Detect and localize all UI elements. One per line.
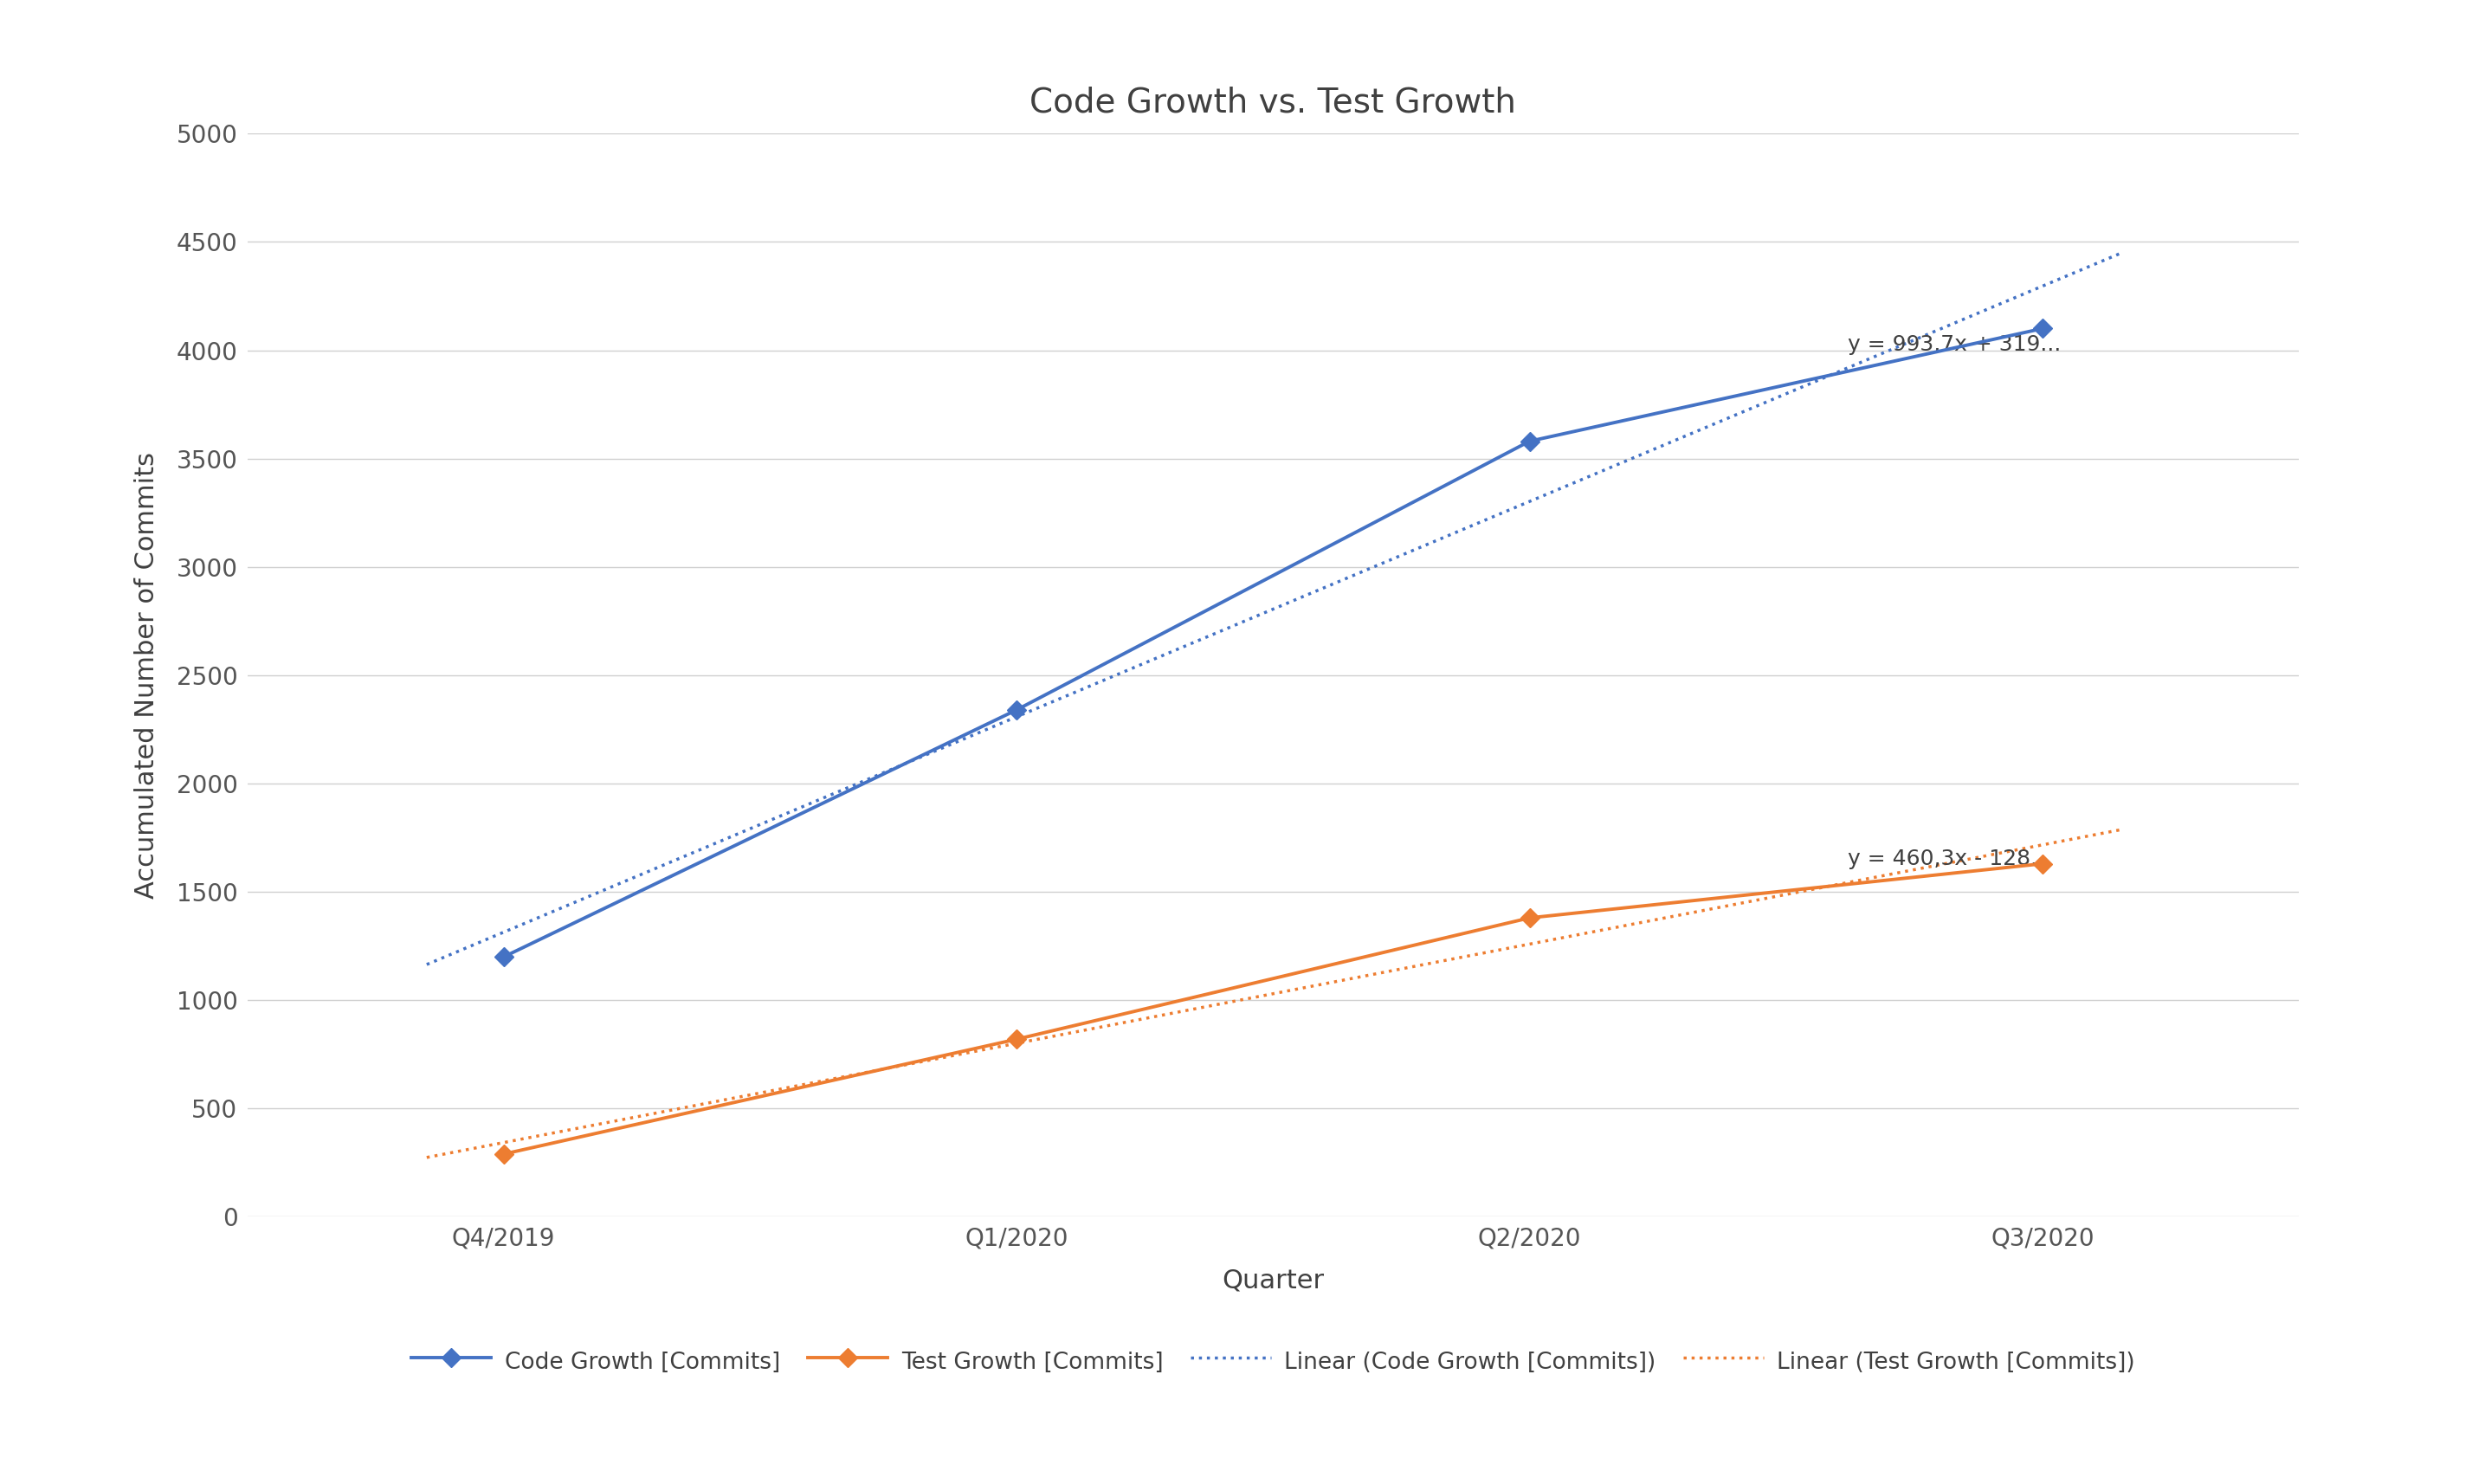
Linear (Test Growth [Commits]) (2104, 821, 2133, 838)
X-axis label: Quarter: Quarter (1221, 1267, 1325, 1293)
Linear (Code Growth [Commits]) (413, 956, 442, 974)
Linear (Test Growth [Commits]) (413, 1149, 442, 1166)
Test Growth [Commits] (489, 1146, 519, 1163)
Linear (Code Growth [Commits]) (1414, 534, 1444, 552)
Test Growth [Commits] (1001, 1030, 1031, 1048)
Linear (Test Growth [Commits]) (1414, 954, 1444, 972)
Code Growth [Commits] (2027, 319, 2057, 337)
Line: Code Growth [Commits]: Code Growth [Commits] (497, 322, 2049, 963)
Linear (Code Growth [Commits]) (1449, 521, 1478, 539)
Y-axis label: Accumulated Number of Commits: Accumulated Number of Commits (133, 451, 158, 899)
Linear (Test Growth [Commits]) (1945, 852, 1975, 870)
Linear (Code Growth [Commits]) (2104, 245, 2133, 263)
Linear (Code Growth [Commits]) (1419, 533, 1449, 551)
Text: y = 460,3x - 128...: y = 460,3x - 128... (1847, 849, 2052, 870)
Linear (Test Growth [Commits]) (418, 1147, 447, 1165)
Linear (Code Growth [Commits]) (1839, 356, 1869, 374)
Line: Linear (Test Growth [Commits]): Linear (Test Growth [Commits]) (428, 830, 2119, 1158)
Linear (Code Growth [Commits]) (418, 953, 447, 971)
Code Growth [Commits] (1001, 700, 1031, 718)
Test Growth [Commits] (2027, 855, 2057, 873)
Linear (Test Growth [Commits]) (1419, 954, 1449, 972)
Line: Linear (Code Growth [Commits]): Linear (Code Growth [Commits]) (428, 254, 2119, 965)
Linear (Code Growth [Commits]) (1945, 312, 1975, 329)
Code Growth [Commits] (1515, 432, 1545, 450)
Title: Code Growth vs. Test Growth: Code Growth vs. Test Growth (1031, 86, 1515, 119)
Line: Test Growth [Commits]: Test Growth [Commits] (497, 858, 2049, 1160)
Linear (Test Growth [Commits]) (1839, 873, 1869, 890)
Test Growth [Commits] (1515, 910, 1545, 928)
Code Growth [Commits] (489, 948, 519, 966)
Linear (Test Growth [Commits]) (1449, 948, 1478, 966)
Text: y = 993,7x + 319...: y = 993,7x + 319... (1847, 334, 2062, 355)
Legend: Code Growth [Commits], Test Growth [Commits], Linear (Code Growth [Commits]), Li: Code Growth [Commits], Test Growth [Comm… (403, 1339, 2143, 1385)
